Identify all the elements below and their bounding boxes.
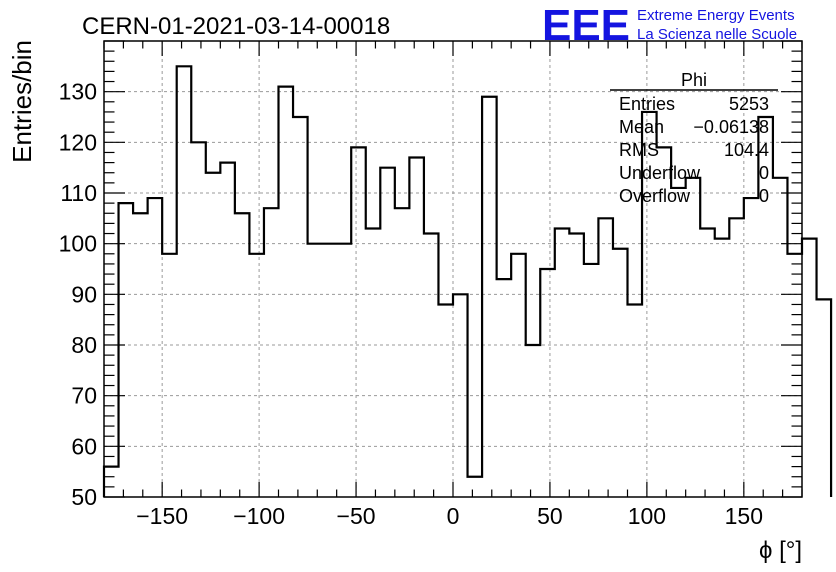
y-tick-label: 80 — [71, 332, 97, 358]
histogram-bin — [773, 178, 788, 497]
logo-subtitle-line1: Extreme Energy Events — [637, 7, 795, 24]
histogram-bin — [569, 234, 584, 497]
y-tick-label: 60 — [71, 433, 97, 459]
x-tick-label: −50 — [337, 503, 376, 529]
histogram-bin — [235, 213, 250, 497]
histogram-bin — [526, 345, 541, 497]
x-tick-labels: −150 −100 −50 0 50 100 150 — [136, 503, 763, 529]
stats-box: Phi Entries 5253 Mean −0.06138 RMS 104.4… — [610, 70, 778, 206]
y-axis-title: Entries/bin — [7, 40, 37, 163]
histogram-line — [102, 65, 833, 497]
stats-label: Underflow — [619, 163, 701, 183]
y-tick-label: 120 — [59, 129, 97, 155]
histogram-bin — [380, 168, 395, 497]
histogram-series — [102, 65, 833, 497]
histogram-bin — [584, 264, 599, 497]
histogram-bin — [308, 244, 323, 497]
histogram-bin — [628, 304, 643, 497]
stats-value: 0 — [759, 186, 769, 206]
histogram-bin — [191, 142, 206, 497]
histogram-bin — [409, 158, 424, 497]
histogram-bin — [177, 66, 192, 497]
histogram-bin — [686, 178, 701, 497]
histogram-bin — [468, 477, 483, 497]
histogram-bin — [337, 244, 352, 497]
histogram-bin — [322, 244, 337, 497]
y-tick-labels: 50 60 70 80 90 100 110 120 130 — [59, 79, 97, 510]
stats-label: Mean — [619, 117, 664, 137]
axis-ticks — [103, 40, 803, 498]
stats-value: 104.4 — [724, 140, 769, 160]
histogram-bin — [438, 304, 453, 497]
plot-frame — [103, 40, 803, 498]
histogram-bin — [802, 239, 817, 497]
histogram-bin — [133, 213, 148, 497]
eee-logo: EEE — [542, 1, 630, 50]
y-tick-label: 100 — [59, 231, 97, 257]
histogram-bin — [817, 299, 832, 497]
histogram-bin — [598, 218, 613, 497]
histogram-bin — [540, 269, 555, 497]
histogram-bin — [497, 279, 512, 497]
histogram-bin — [715, 239, 730, 497]
histogram-bin — [744, 198, 759, 497]
histogram-bin — [729, 218, 744, 497]
histogram-bin — [511, 254, 526, 497]
stats-value: 0 — [759, 163, 769, 183]
histogram-bin — [293, 117, 308, 497]
histogram-bin — [119, 203, 134, 497]
x-axis-title: ϕ [°] — [759, 537, 802, 564]
stats-label: Entries — [619, 94, 675, 114]
y-tick-label: 50 — [71, 484, 97, 510]
histogram-bin — [671, 188, 686, 497]
x-tick-label: 100 — [628, 503, 666, 529]
stats-value: −0.06138 — [693, 117, 769, 137]
histogram-bin — [555, 228, 570, 497]
histogram-bin — [787, 254, 802, 497]
histogram-bin — [206, 173, 221, 497]
histogram-bin — [453, 294, 468, 497]
histogram-bin — [424, 234, 439, 497]
histogram-bin — [264, 208, 279, 497]
histogram-bin — [279, 87, 294, 497]
x-tick-label: 50 — [537, 503, 563, 529]
histogram-bin — [249, 254, 264, 497]
histogram-bin — [162, 254, 177, 497]
y-tick-label: 90 — [71, 281, 97, 307]
histogram-bin — [700, 228, 715, 497]
histogram-bin — [104, 467, 119, 497]
stats-title: Phi — [681, 70, 707, 90]
x-tick-label: 0 — [447, 503, 460, 529]
histogram-bin — [482, 97, 497, 497]
histogram-bin — [220, 163, 235, 497]
y-tick-label: 130 — [59, 79, 97, 105]
histogram-bin — [395, 208, 410, 497]
logo-subtitle-line2: La Scienza nelle Scuole — [637, 26, 797, 43]
stats-value: 5253 — [729, 94, 769, 114]
x-tick-label: 150 — [725, 503, 763, 529]
y-tick-label: 70 — [71, 383, 97, 409]
x-tick-label: −100 — [233, 503, 285, 529]
y-tick-label: 110 — [60, 180, 97, 206]
stats-label: Overflow — [619, 186, 691, 206]
histogram-bin — [351, 147, 366, 497]
histogram-bin — [148, 198, 163, 497]
histogram-bin — [613, 249, 628, 497]
x-tick-label: −150 — [136, 503, 188, 529]
run-title: CERN-01-2021-03-14-00018 — [82, 13, 390, 40]
histogram-bin — [366, 228, 381, 497]
stats-label: RMS — [619, 140, 659, 160]
